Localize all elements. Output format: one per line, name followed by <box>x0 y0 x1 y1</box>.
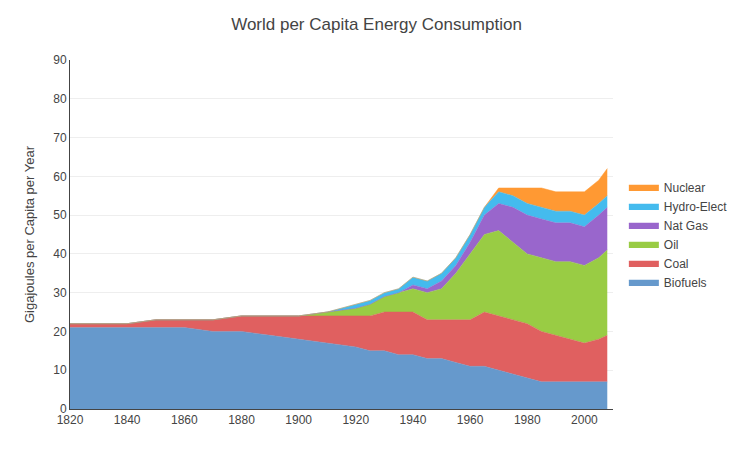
svg-text:70: 70 <box>53 131 67 145</box>
svg-text:0: 0 <box>60 402 67 416</box>
svg-text:Nuclear: Nuclear <box>664 181 705 195</box>
svg-text:Gigajoules per Capita per Year: Gigajoules per Capita per Year <box>22 145 37 323</box>
svg-text:60: 60 <box>53 170 67 184</box>
svg-text:30: 30 <box>53 286 67 300</box>
svg-text:1840: 1840 <box>114 413 141 427</box>
svg-text:1860: 1860 <box>171 413 198 427</box>
svg-text:Biofuels: Biofuels <box>664 276 707 290</box>
svg-text:90: 90 <box>53 53 67 67</box>
svg-text:20: 20 <box>53 325 67 339</box>
svg-text:Oil: Oil <box>664 238 679 252</box>
svg-text:80: 80 <box>53 92 67 106</box>
svg-text:1820: 1820 <box>57 413 84 427</box>
svg-text:40: 40 <box>53 247 67 261</box>
svg-text:1940: 1940 <box>400 413 427 427</box>
svg-text:Coal: Coal <box>664 257 689 271</box>
svg-text:2000: 2000 <box>571 413 598 427</box>
svg-text:1880: 1880 <box>228 413 255 427</box>
svg-text:World per Capita Energy Consum: World per Capita Energy Consumption <box>231 15 522 34</box>
svg-text:Hydro-Elect: Hydro-Elect <box>664 200 727 214</box>
svg-text:50: 50 <box>53 208 67 222</box>
svg-text:1900: 1900 <box>285 413 312 427</box>
svg-text:10: 10 <box>53 363 67 377</box>
svg-text:1960: 1960 <box>457 413 484 427</box>
svg-text:1920: 1920 <box>342 413 369 427</box>
svg-text:1980: 1980 <box>514 413 541 427</box>
svg-text:Nat Gas: Nat Gas <box>664 219 708 233</box>
